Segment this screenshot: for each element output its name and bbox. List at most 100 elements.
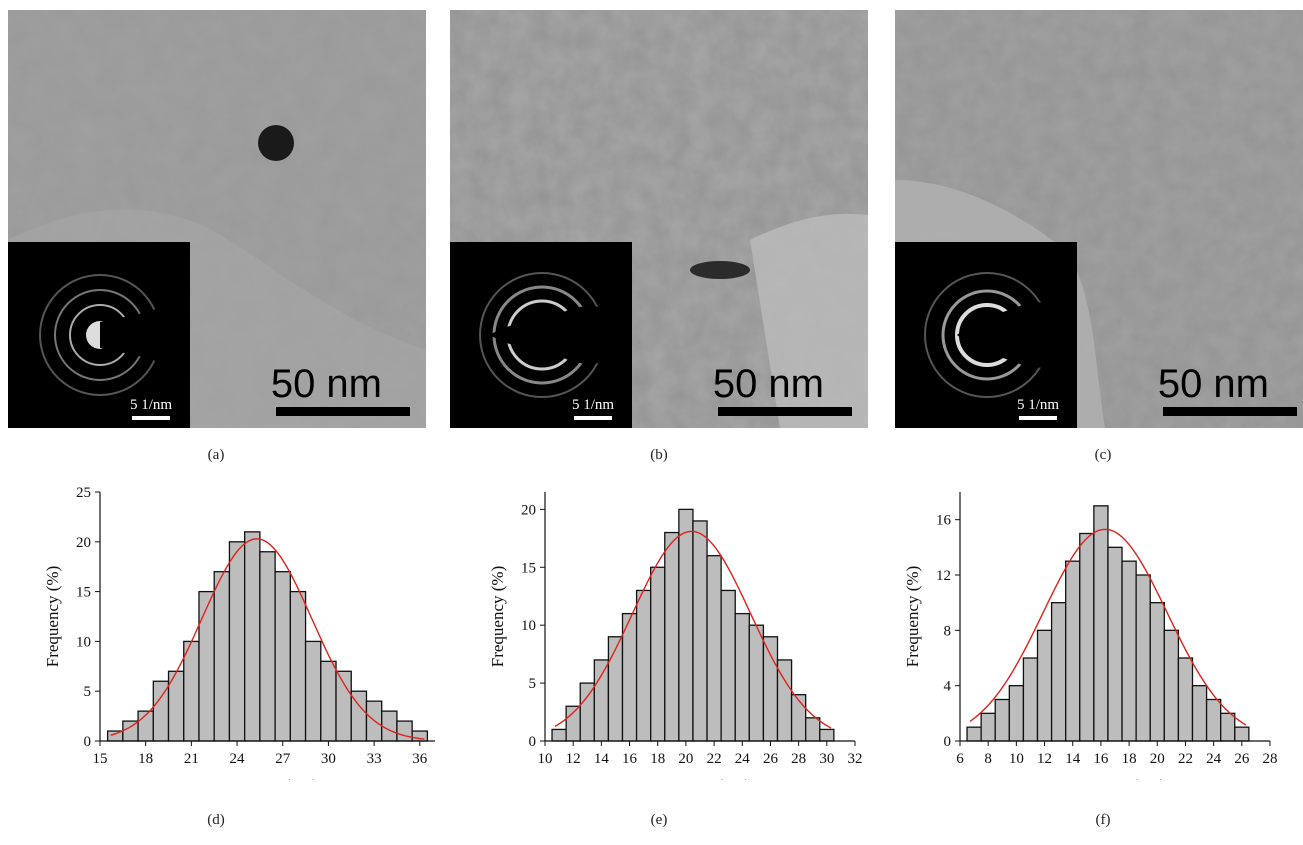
tem-image-b: 5 1/nm 50 nm [450, 10, 868, 428]
histogram-bar [966, 726, 982, 742]
y-tick-label: 15 [76, 585, 91, 601]
diffraction-pattern-c [924, 272, 1077, 398]
histogram-bar [213, 571, 231, 742]
y-tick-label: 10 [76, 634, 91, 650]
x-tick-label: 6 [956, 751, 964, 767]
panel-caption-a: (a) [207, 447, 225, 463]
scale-bar-label: 50 nm [270, 362, 382, 406]
x-tick-label: 18 [1122, 751, 1137, 767]
panel-caption-e: (e) [650, 812, 668, 828]
y-tick-label: 0 [84, 734, 92, 750]
y-tick-label: 20 [521, 502, 536, 518]
panel-caption-d: (d) [207, 812, 225, 828]
y-axis-label: Frequency (%) [903, 566, 922, 668]
scale-bar-label: 50 nm [1157, 362, 1269, 406]
x-axis-label: Diameter (nm) [650, 776, 751, 780]
tem-micrograph-a [8, 10, 426, 428]
panel-caption-c: (c) [1094, 447, 1112, 463]
y-tick-label: 0 [944, 734, 952, 750]
inset-scale-bar [1019, 416, 1057, 420]
histogram-bar [607, 636, 624, 742]
y-tick-label: 12 [936, 568, 951, 584]
histogram-bar [692, 520, 708, 742]
x-tick-label: 24 [1206, 751, 1222, 767]
x-tick-label: 12 [566, 751, 581, 767]
histogram-bar [411, 730, 429, 742]
histogram-bar [551, 728, 567, 742]
histogram-bar [320, 660, 337, 742]
gaussian-fit-line [110, 538, 425, 740]
histogram-bar [706, 555, 722, 742]
x-tick-label: 30 [321, 751, 336, 767]
histogram-bar [621, 612, 638, 742]
histogram-bar [720, 589, 736, 742]
histogram-bar [274, 571, 291, 742]
y-tick-label: 20 [76, 535, 91, 551]
x-tick-label: 26 [1234, 751, 1250, 767]
x-axis-label: Diameter (nm) [1065, 776, 1166, 780]
histogram-bar [678, 508, 694, 742]
x-tick-label: 10 [538, 751, 553, 767]
histogram-f: 6 8 10 12 14 16 18 20 22 24 26 28 0 4 8 12 16 Diameter (n… [903, 492, 1278, 780]
gaussian-fit-line [969, 528, 1247, 726]
histogram-bar [664, 531, 680, 742]
histogram-bar [819, 728, 835, 742]
x-tick-label: 24 [735, 751, 751, 767]
x-tick-label: 28 [1263, 751, 1278, 767]
y-tick-label: 0 [529, 734, 537, 750]
histogram-bar [259, 551, 276, 742]
histogram-bar [1022, 657, 1039, 742]
tem-image-a: 5 1/nm 50 nm [8, 10, 426, 428]
diffraction-inset-c: 5 1/nm [895, 242, 1077, 428]
histogram-bar [1121, 560, 1137, 742]
histogram-bar [335, 670, 352, 742]
histogram-bar [1135, 574, 1151, 742]
inset-scale-bar [132, 416, 170, 420]
histogram-bar [1177, 657, 1194, 742]
y-tick-label: 5 [529, 676, 537, 692]
diffraction-inset-b: 5 1/nm [450, 242, 632, 428]
x-tick-label: 26 [763, 751, 779, 767]
histogram-bar [1163, 629, 1180, 742]
histogram-bar [980, 712, 996, 742]
inset-scale-label: 5 1/nm [130, 397, 173, 413]
x-tick-label: 22 [707, 751, 722, 767]
histogram-bar [1093, 505, 1109, 742]
scale-bar-label: 50 nm [712, 362, 824, 406]
histogram-bar [1008, 685, 1025, 742]
scale-bar [276, 407, 410, 416]
histogram-bar [289, 590, 307, 742]
histogram-bar [579, 682, 595, 742]
histogram-bar [304, 640, 322, 742]
gaussian-fit-line [554, 530, 832, 729]
x-tick-label: 10 [1009, 751, 1024, 767]
panel-caption-b: (b) [650, 447, 668, 463]
tem-image-c: 5 1/nm 50 nm [895, 10, 1303, 428]
x-axis-label: Diameter (nm) [217, 776, 318, 780]
x-tick-label: 28 [791, 751, 806, 767]
histogram-bar [805, 717, 821, 742]
inset-scale-label: 5 1/nm [1017, 397, 1060, 413]
histogram-bar [1191, 685, 1208, 742]
x-tick-label: 14 [1065, 751, 1081, 767]
histogram-e: 10 12 14 16 18 20 22 24 26 28 30 32 0 5 10 15 20 Diameter… [488, 492, 863, 780]
histogram-bar [1065, 560, 1081, 742]
x-tick-label: 21 [184, 751, 199, 767]
histogram-bar [381, 710, 398, 742]
histogram-bar [635, 589, 652, 742]
diffraction-pattern-a [39, 274, 190, 396]
histogram-bar [396, 720, 413, 742]
y-axis-label: Frequency (%) [43, 566, 62, 668]
histogram-bar [994, 698, 1010, 742]
inset-scale-label: 5 1/nm [572, 397, 615, 413]
x-tick-label: 30 [819, 751, 834, 767]
y-tick-label: 5 [84, 684, 92, 700]
histogram-d: 15 18 21 24 27 30 33 36 0 5 10 15 20 25 Diameter (nm) F… [43, 485, 435, 780]
x-tick-label: 18 [138, 751, 153, 767]
histogram-bar [1149, 602, 1165, 742]
y-tick-label: 15 [521, 560, 536, 576]
x-tick-label: 36 [412, 751, 428, 767]
x-tick-label: 16 [1093, 751, 1109, 767]
histogram-bar [1050, 602, 1067, 742]
histogram-bar [748, 624, 765, 742]
